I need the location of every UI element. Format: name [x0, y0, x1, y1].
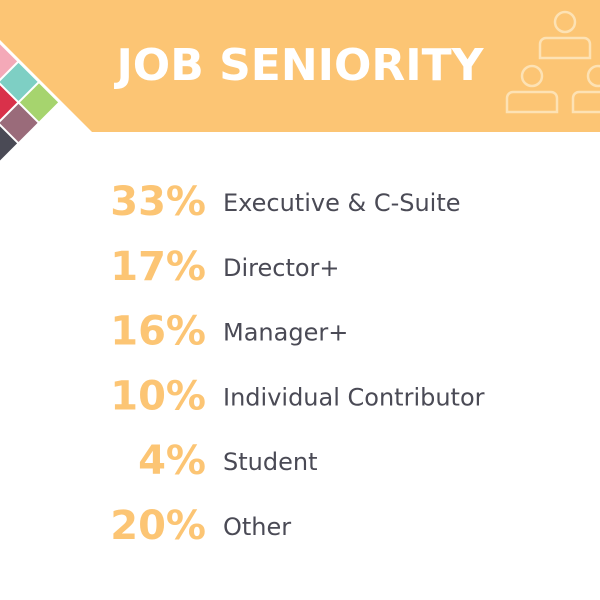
percent: 16% — [110, 309, 206, 355]
tile — [0, 62, 38, 102]
label: Manager+ — [223, 319, 348, 347]
tile — [0, 42, 18, 81]
header-band — [0, 0, 600, 132]
percent: 4% — [138, 438, 206, 484]
label: Student — [223, 448, 317, 476]
percent: 17% — [110, 244, 206, 290]
percent: 10% — [110, 373, 206, 419]
percent: 20% — [110, 503, 206, 549]
label: Other — [223, 513, 291, 541]
label: Executive & C-Suite — [223, 189, 461, 217]
label: Director+ — [223, 254, 340, 282]
people-icon — [505, 10, 600, 114]
label: Individual Contributor — [223, 383, 485, 411]
percent: 33% — [110, 179, 206, 225]
title: JOB SENIORITY — [113, 40, 484, 91]
